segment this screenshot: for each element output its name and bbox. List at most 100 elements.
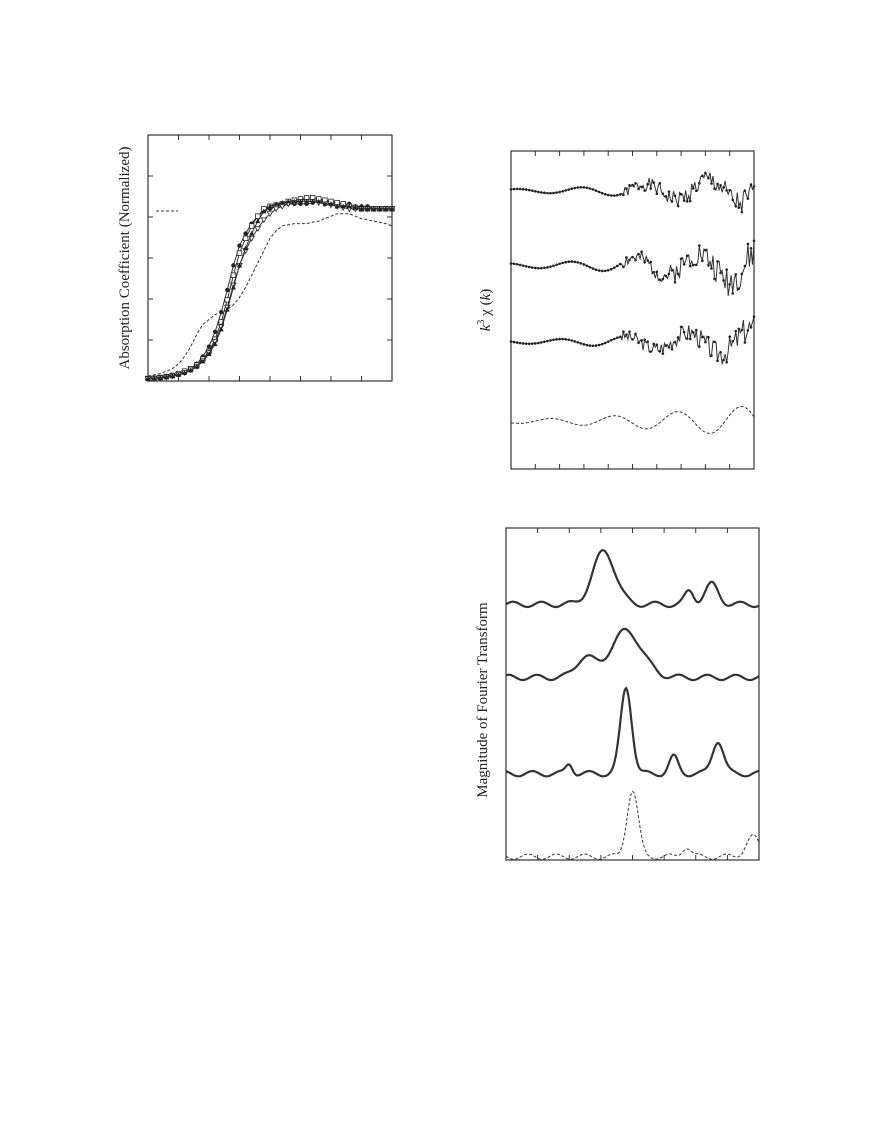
exafs-point bbox=[573, 260, 577, 264]
xanes-point-triangle-up bbox=[279, 200, 285, 205]
xanes-point-triangle-up bbox=[273, 201, 279, 206]
exafs-point bbox=[603, 341, 607, 345]
exafs-point bbox=[612, 337, 616, 341]
exafs-point bbox=[622, 330, 625, 334]
exafs-point bbox=[521, 264, 525, 267]
exafs-point bbox=[655, 343, 659, 346]
exafs-point bbox=[634, 332, 637, 336]
exafs-point bbox=[643, 260, 646, 264]
xanes-point-triangle-up bbox=[163, 374, 169, 380]
xanes-point-triangle-up bbox=[389, 206, 395, 211]
xanes-plot-frame bbox=[147, 134, 393, 382]
exafs-point bbox=[682, 330, 686, 334]
exafs-point bbox=[704, 248, 707, 252]
xanes-point-triangle-up bbox=[310, 198, 316, 204]
xanes-point-triangle-up bbox=[157, 375, 163, 380]
exafs-point bbox=[631, 255, 634, 259]
xanes-point-circle bbox=[212, 329, 218, 334]
exafs-point bbox=[661, 277, 665, 281]
exafs-point bbox=[667, 190, 671, 193]
exafs-point bbox=[582, 263, 586, 266]
xanes-point-triangle-down bbox=[254, 226, 262, 232]
exafs-point bbox=[637, 187, 640, 191]
exafs-point bbox=[728, 283, 731, 286]
fourier-ticks bbox=[537, 528, 728, 860]
xanes-point-triangle-up bbox=[358, 206, 365, 211]
xanes-point-square bbox=[242, 235, 249, 242]
xanes-series-line-0 bbox=[147, 200, 392, 379]
xanes-point-triangle-up bbox=[291, 198, 297, 204]
exafs-point bbox=[710, 182, 713, 185]
xanes-point-circle bbox=[231, 263, 236, 268]
exafs-point bbox=[640, 185, 643, 189]
exafs-chart: k3 χ (k) bbox=[476, 150, 756, 470]
xanes-series-line-4 bbox=[147, 213, 393, 377]
exafs-point bbox=[737, 327, 741, 331]
xanes-point-triangle-up bbox=[151, 375, 157, 381]
exafs-point bbox=[710, 267, 713, 270]
exafs-point bbox=[749, 183, 753, 186]
exafs-point bbox=[558, 262, 561, 266]
exafs-point bbox=[546, 191, 549, 195]
exafs-point bbox=[667, 346, 671, 349]
exafs-point bbox=[512, 340, 516, 344]
xanes-point-triangle-up bbox=[365, 206, 371, 211]
exafs-point bbox=[600, 191, 604, 195]
exafs-point bbox=[701, 174, 704, 178]
exafs-point bbox=[752, 185, 756, 188]
exafs-point bbox=[646, 259, 649, 262]
xanes-point-triangle-up bbox=[377, 206, 383, 211]
exafs-point bbox=[530, 266, 534, 269]
exafs-point bbox=[631, 338, 634, 341]
exafs-point bbox=[676, 204, 680, 208]
exafs-point bbox=[555, 338, 558, 341]
exafs-point bbox=[704, 340, 707, 344]
xanes-point-triangle-up bbox=[145, 375, 151, 381]
exafs-point bbox=[734, 329, 738, 333]
exafs-point bbox=[609, 338, 613, 342]
exafs-point bbox=[549, 191, 552, 195]
exafs-point bbox=[734, 273, 738, 276]
exafs-point bbox=[524, 342, 528, 345]
exafs-point bbox=[546, 266, 549, 269]
exafs-point bbox=[573, 340, 577, 343]
xanes-point-triangle-down bbox=[266, 211, 274, 218]
exafs-point bbox=[594, 268, 598, 272]
exafs-point bbox=[685, 200, 689, 203]
exafs-point bbox=[691, 331, 695, 334]
xanes-point-triangle-up bbox=[169, 373, 175, 379]
exafs-point bbox=[694, 189, 698, 193]
xanes-point-square bbox=[248, 223, 255, 229]
exafs-point bbox=[552, 338, 555, 342]
fourier-y-axis-label: Magnitude of Fourier Transform bbox=[475, 602, 491, 798]
exafs-point bbox=[521, 187, 525, 191]
exafs-point bbox=[713, 340, 716, 344]
exafs-point bbox=[719, 271, 722, 275]
exafs-point bbox=[552, 191, 555, 195]
exafs-point bbox=[698, 181, 701, 185]
xanes-point-triangle-down bbox=[272, 206, 280, 213]
exafs-point bbox=[576, 261, 580, 264]
exafs-point bbox=[612, 194, 616, 197]
exafs-point bbox=[558, 190, 561, 194]
exafs-point bbox=[655, 270, 659, 274]
exafs-point bbox=[698, 345, 701, 348]
xanes-point-triangle-up bbox=[243, 245, 249, 251]
exafs-point bbox=[518, 341, 522, 345]
exafs-point bbox=[725, 189, 728, 192]
xanes-point-triangle-up bbox=[322, 201, 328, 206]
exafs-point bbox=[719, 350, 722, 354]
exafs-point bbox=[716, 359, 719, 363]
exafs-point bbox=[625, 333, 628, 336]
exafs-point bbox=[606, 340, 610, 343]
xanes-point-square bbox=[236, 250, 243, 256]
exafs-point bbox=[716, 182, 719, 186]
exafs-point bbox=[527, 342, 531, 346]
exafs-point bbox=[643, 189, 646, 192]
xanes-point-triangle-up bbox=[340, 203, 346, 209]
exafs-point bbox=[518, 187, 522, 191]
exafs-y-label-k: k bbox=[478, 324, 494, 331]
exafs-plot-frame bbox=[510, 150, 755, 470]
exafs-y-label-k2: k bbox=[478, 293, 494, 300]
xanes-point-triangle-up bbox=[194, 364, 200, 369]
